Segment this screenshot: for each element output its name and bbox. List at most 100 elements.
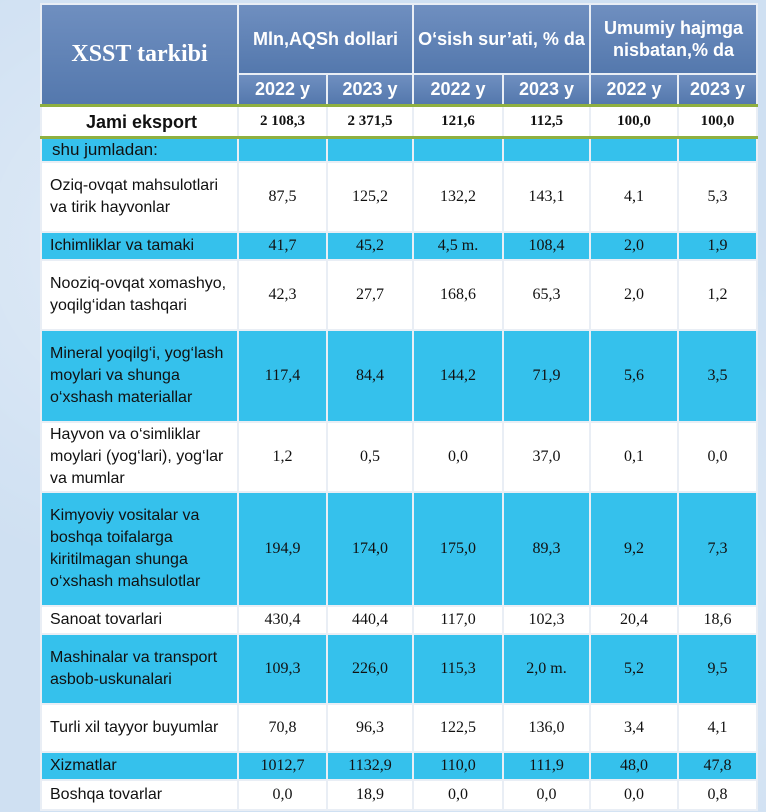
- export-structure-table: XSST tarkibi Mln,AQSh dollari O‘sish sur…: [40, 3, 759, 811]
- subheader-label: shu jumladan:: [40, 136, 239, 163]
- cell-value: 18,9: [325, 779, 415, 811]
- cell-value: 108,4: [502, 231, 592, 261]
- column-group-share-of-total: Umumiy hajmga nisbatan,% da: [589, 3, 759, 75]
- cell-value: 5,3: [677, 161, 759, 233]
- row-label: Jami eksport: [40, 104, 239, 139]
- cell-value: 47,8: [677, 751, 759, 781]
- cell-value: 18,6: [677, 605, 759, 635]
- cell-value: 2 108,3: [237, 104, 328, 139]
- cell-value: 0,5: [325, 421, 415, 493]
- cell-value: 1,9: [677, 231, 759, 261]
- year-header: 2022 y: [589, 73, 680, 107]
- table-row: Oziq-ovqat mahsulotlari va tirik hayvonl…: [40, 161, 759, 233]
- cell-value: 174,0: [325, 491, 415, 607]
- table-row: Ichimliklar va tamaki 41,7 45,2 4,5 m. 1…: [40, 231, 759, 261]
- total-export-row: Jami eksport 2 108,3 2 371,5 121,6 112,5…: [40, 104, 759, 139]
- cell-value: 0,1: [589, 421, 680, 493]
- cell-value: 121,6: [412, 104, 505, 139]
- cell-value: 117,4: [237, 329, 328, 423]
- cell-value: 3,4: [589, 703, 680, 753]
- table-row: Xizmatlar 1012,7 1132,9 110,0 111,9 48,0…: [40, 751, 759, 781]
- cell-value: 9,2: [589, 491, 680, 607]
- row-label: Hayvon va o‘simliklar moylari (yog‘lari)…: [40, 421, 239, 493]
- table-row: Mineral yoqilg‘i, yog‘lash moylari va sh…: [40, 329, 759, 423]
- column-group-growth-rate: O‘sish sur’ati, % da: [412, 3, 592, 75]
- cell-value: 1132,9: [325, 751, 415, 781]
- row-label: Mashinalar va transport asbob-uskunalari: [40, 633, 239, 705]
- cell-value: 84,4: [325, 329, 415, 423]
- year-header: 2022 y: [237, 73, 328, 107]
- cell-value: 4,1: [677, 703, 759, 753]
- cell-value: 2,0: [589, 231, 680, 261]
- year-header: 2022 y: [412, 73, 505, 107]
- cell-value: 96,3: [325, 703, 415, 753]
- cell-value: 5,6: [589, 329, 680, 423]
- year-header: 2023 y: [502, 73, 592, 107]
- cell-value: 41,7: [237, 231, 328, 261]
- cell-value: 194,9: [237, 491, 328, 607]
- table-row: Kimyoviy vositalar va boshqa toifalarga …: [40, 491, 759, 607]
- cell-value: 440,4: [325, 605, 415, 635]
- cell-value: 175,0: [412, 491, 505, 607]
- cell-value: 122,5: [412, 703, 505, 753]
- cell-value: 143,1: [502, 161, 592, 233]
- cell-value: 111,9: [502, 751, 592, 781]
- cell-value: 0,0: [589, 779, 680, 811]
- cell-value: 0,0: [502, 779, 592, 811]
- cell-value: 2 371,5: [325, 104, 415, 139]
- cell-value: 1,2: [677, 259, 759, 331]
- table-row: Nooziq-ovqat xomashyo, yoqilg‘idan tashq…: [40, 259, 759, 331]
- row-label: Kimyoviy vositalar va boshqa toifalarga …: [40, 491, 239, 607]
- cell-value: 27,7: [325, 259, 415, 331]
- row-label: Turli xil tayyor buyumlar: [40, 703, 239, 753]
- cell-value: 0,0: [677, 421, 759, 493]
- cell-value: 71,9: [502, 329, 592, 423]
- cell-value: 125,2: [325, 161, 415, 233]
- table-row: Turli xil tayyor buyumlar 70,8 96,3 122,…: [40, 703, 759, 753]
- cell-value: 20,4: [589, 605, 680, 635]
- row-label: Sanoat tovarlari: [40, 605, 239, 635]
- cell-value: 136,0: [502, 703, 592, 753]
- row-label: Boshqa tovarlar: [40, 779, 239, 811]
- cell-value: 45,2: [325, 231, 415, 261]
- cell-value: 100,0: [589, 104, 680, 139]
- row-label: Mineral yoqilg‘i, yog‘lash moylari va sh…: [40, 329, 239, 423]
- column-group-mln-usd: Mln,AQSh dollari: [236, 3, 415, 75]
- row-label: Nooziq-ovqat xomashyo, yoqilg‘idan tashq…: [40, 259, 239, 331]
- cell-value: 226,0: [325, 633, 415, 705]
- cell-value: 0,0: [412, 421, 505, 493]
- table-row: Hayvon va o‘simliklar moylari (yog‘lari)…: [40, 421, 759, 493]
- cell-value: 70,8: [237, 703, 328, 753]
- cell-value: 168,6: [412, 259, 505, 331]
- cell-value: 0,8: [677, 779, 759, 811]
- row-label: Oziq-ovqat mahsulotlari va tirik hayvonl…: [40, 161, 239, 233]
- cell-value: 100,0: [677, 104, 759, 139]
- cell-value: 117,0: [412, 605, 505, 635]
- cell-value: 2,0: [589, 259, 680, 331]
- subheader-row: shu jumladan:: [40, 136, 759, 163]
- year-header: 2023 y: [677, 73, 759, 107]
- cell-value: 102,3: [502, 605, 592, 635]
- cell-value: 0,0: [237, 779, 328, 811]
- cell-value: 4,5 m.: [412, 231, 505, 261]
- cell-value: 430,4: [237, 605, 328, 635]
- column-header-structure: XSST tarkibi: [40, 3, 239, 107]
- cell-value: 112,5: [502, 104, 592, 139]
- row-label: Xizmatlar: [40, 751, 239, 781]
- cell-value: 89,3: [502, 491, 592, 607]
- cell-value: 3,5: [677, 329, 759, 423]
- cell-value: 4,1: [589, 161, 680, 233]
- table-row: Boshqa tovarlar 0,0 18,9 0,0 0,0 0,0 0,8: [40, 779, 759, 811]
- row-label: Ichimliklar va tamaki: [40, 231, 239, 261]
- cell-value: 115,3: [412, 633, 505, 705]
- cell-value: 2,0 m.: [502, 633, 592, 705]
- cell-value: 1,2: [237, 421, 328, 493]
- cell-value: 5,2: [589, 633, 680, 705]
- cell-value: 7,3: [677, 491, 759, 607]
- cell-value: 48,0: [589, 751, 680, 781]
- cell-value: 42,3: [237, 259, 328, 331]
- year-header: 2023 y: [325, 73, 415, 107]
- cell-value: 109,3: [237, 633, 328, 705]
- table-row: Sanoat tovarlari 430,4 440,4 117,0 102,3…: [40, 605, 759, 635]
- cell-value: 9,5: [677, 633, 759, 705]
